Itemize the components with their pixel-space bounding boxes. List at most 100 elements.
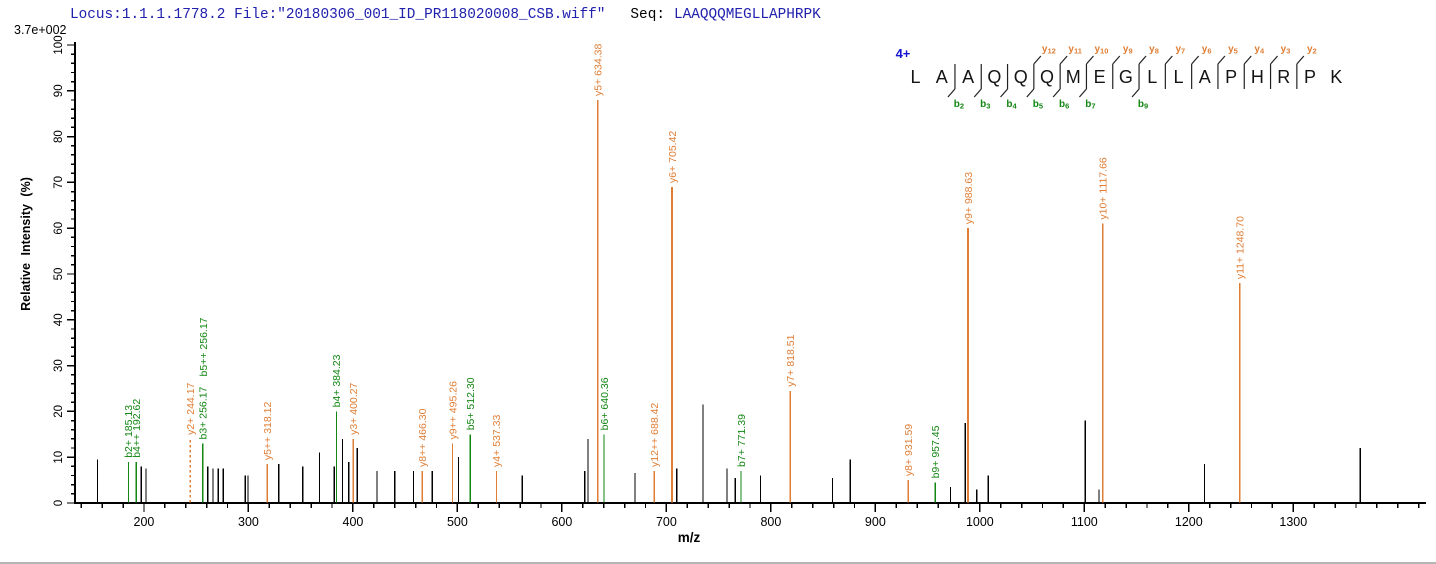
residue-letter: L (1147, 67, 1157, 87)
y-tick-label: 10 (53, 451, 65, 464)
y12-ion-label: y12 (1042, 44, 1056, 56)
peak-label: y6+ 705.42 (667, 131, 679, 183)
residue-letter: L (910, 67, 920, 87)
residue-letter: A (936, 67, 948, 87)
peak-label: y10+ 1117.66 (1098, 157, 1110, 220)
y-cleavage-tick (1085, 55, 1094, 65)
y8-ion-label: y8 (1149, 44, 1159, 56)
b-cleavage-tick (1026, 88, 1035, 98)
y-cleavage-tick (1296, 55, 1305, 65)
x-tick-label: 900 (865, 515, 886, 529)
peak-label: b5+ 512.30 (465, 377, 477, 430)
x-tick-label: 1200 (1175, 515, 1203, 529)
peak-label: y8+ 931.59 (903, 424, 915, 476)
y-cleavage-tick (1243, 55, 1252, 65)
x-tick-label: 300 (238, 515, 259, 529)
y6-ion-label: y6 (1202, 44, 1212, 56)
peak-label: y11+ 1248.70 (1235, 216, 1247, 279)
y4-ion-label: y4 (1254, 44, 1265, 56)
y-cleavage-tick (1059, 55, 1068, 65)
y-tick-label: 30 (53, 359, 65, 372)
b-cleavage-tick (1131, 88, 1140, 98)
y5-ion-label: y5 (1228, 44, 1238, 56)
x-tick-label: 500 (447, 515, 468, 529)
b4-ion-label: b4 (1006, 99, 1017, 111)
x-axis-title: m/z (678, 530, 701, 545)
residue-letter: P (1304, 67, 1316, 87)
y-cleavage-tick (1270, 55, 1279, 65)
peak-label: b4++ 192.62 (131, 399, 143, 458)
residue-letter: E (1094, 67, 1106, 87)
x-tick-label: 700 (656, 515, 677, 529)
b-cleavage-tick (1052, 88, 1061, 98)
peak-label: y3+ 400.27 (348, 382, 360, 434)
y-cleavage-tick (1191, 55, 1200, 65)
b6-ion-label: b6 (1059, 99, 1069, 111)
y-axis-title: Relative Intensity (%) (19, 177, 33, 311)
x-tick-label: 600 (551, 515, 572, 529)
y-cleavage-tick (1138, 55, 1147, 65)
peak-label: y7+ 818.51 (785, 334, 797, 386)
axes: 200 300 400 500 600 700 800 900 1000 1100 1200 1300… (19, 35, 1426, 545)
peak-label: b7+ 771.39 (736, 414, 748, 467)
x-tick-label: 800 (760, 515, 781, 529)
residue-letter: Q (1040, 67, 1054, 87)
residue-letter: M (1066, 67, 1081, 87)
header-bar: Locus:1.1.1.1778.2 File:"20180306_001_ID… (70, 7, 821, 23)
b-cleavage-tick (1000, 88, 1009, 98)
y-tick-label: 100 (53, 35, 65, 54)
seq-label: Seq: (630, 7, 665, 23)
residue-letter: P (1225, 67, 1237, 87)
residue-letter: K (1330, 67, 1342, 87)
y10-ion-label: y10 (1094, 44, 1108, 56)
b3-ion-label: b3 (980, 99, 990, 111)
base-peak-intensity: 3.7e+002 (14, 23, 67, 37)
x-tick-label: 200 (134, 515, 155, 529)
y-cleavage-tick (1033, 55, 1042, 65)
peak-label: y9+ 988.63 (963, 172, 975, 224)
peak-label: b2+ 185.13 (123, 405, 135, 458)
b7-ion-label: b7 (1085, 99, 1095, 111)
residue-letter: L (1173, 67, 1183, 87)
locus-file-label: Locus:1.1.1.1778.2 File:"20180306_001_ID… (70, 7, 606, 23)
y2-ion-label: y2 (1307, 44, 1317, 56)
peak-label: y5++ 318.12 (262, 402, 274, 461)
residue-letter: H (1251, 67, 1264, 87)
y-tick-label: 90 (53, 84, 65, 97)
residue-letter: Q (1014, 67, 1028, 87)
b-cleavage-tick (947, 88, 956, 98)
y-tick-label: 70 (53, 176, 65, 189)
residue-letter: G (1119, 67, 1133, 87)
y9-ion-label: y9 (1123, 44, 1133, 56)
precursor-charge: 4+ (896, 46, 911, 61)
b5-ion-label: b5 (1033, 99, 1043, 111)
peak-label: b3+ 256.17 (197, 386, 209, 439)
y-tick-label: 80 (53, 130, 65, 143)
b9-ion-label: b9 (1138, 99, 1148, 111)
y3-ion-label: y3 (1281, 44, 1291, 56)
x-tick-label: 1100 (1071, 515, 1098, 529)
b2-ion-label: b2 (954, 99, 964, 111)
residue-letter: R (1277, 67, 1290, 87)
peak-label: b6+ 640.36 (599, 377, 611, 430)
peak-label: y8++ 466.30 (417, 408, 429, 467)
peak-label: b9+ 957.45 (930, 425, 942, 478)
y-tick-label: 20 (53, 405, 65, 418)
y-cleavage-tick (1112, 55, 1121, 65)
y-tick-label: 60 (53, 222, 65, 235)
x-tick-label: 1300 (1279, 515, 1307, 529)
residue-letter: A (962, 67, 974, 87)
y-cleavage-tick (1217, 55, 1226, 65)
peak-label-stacked: b5++ 256.17 (198, 317, 210, 376)
y-tick-label: 40 (53, 313, 65, 326)
peak-label: y2+ 244.17 (185, 382, 197, 434)
peak-label: y12++ 688.42 (649, 403, 661, 467)
y-tick-label: 0 (53, 500, 65, 506)
peak-label: y4+ 537.33 (491, 415, 503, 467)
b-cleavage-tick (1078, 88, 1087, 98)
y-cleavage-tick (1164, 55, 1173, 65)
